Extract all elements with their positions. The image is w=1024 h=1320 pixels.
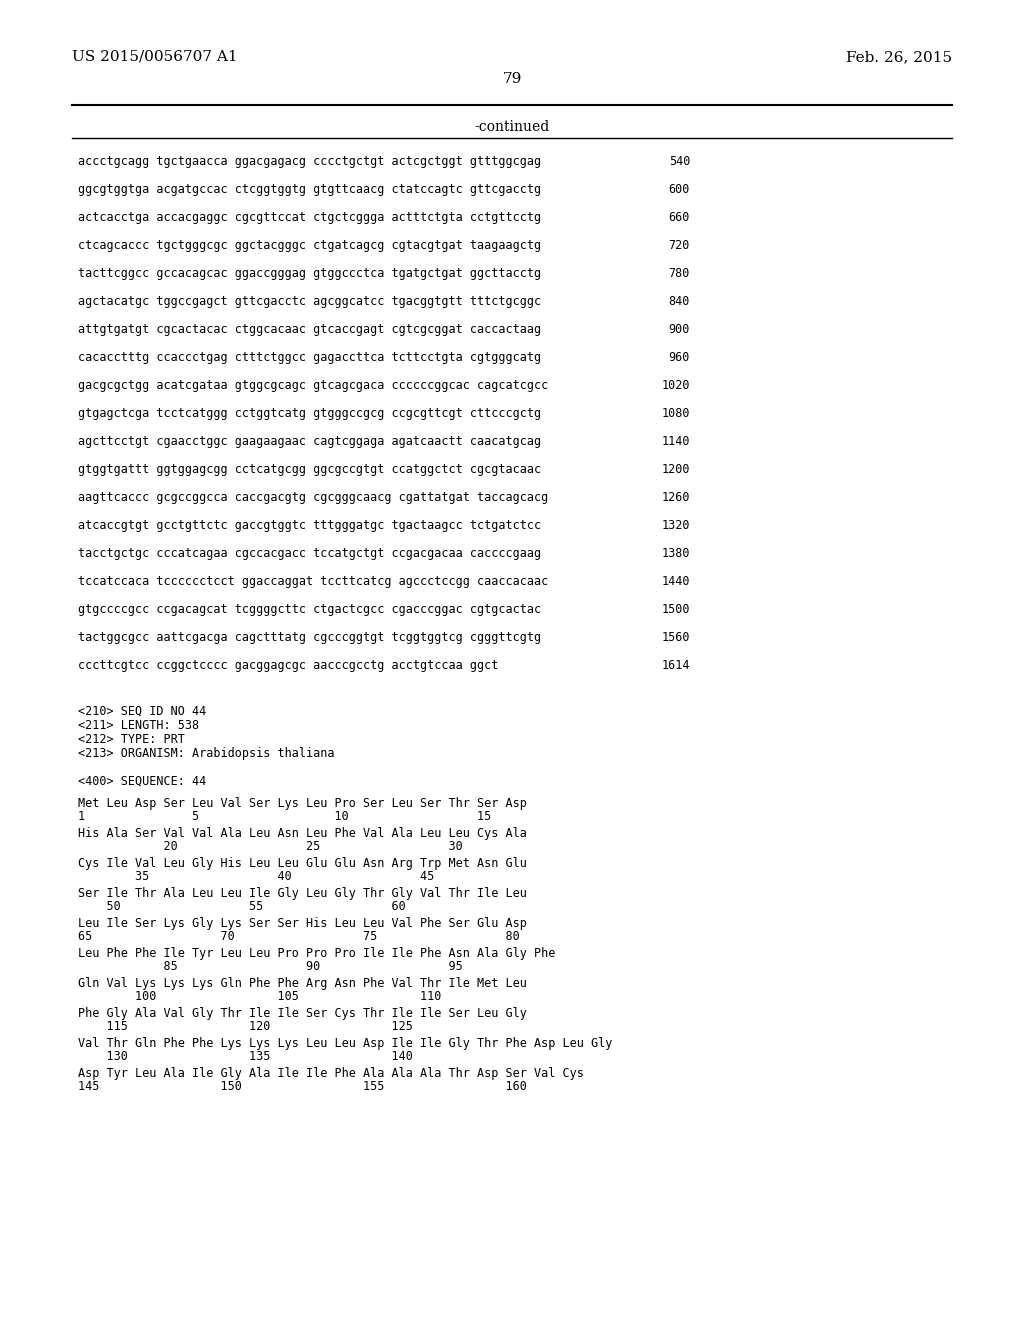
Text: 1080: 1080	[662, 407, 690, 420]
Text: Ser Ile Thr Ala Leu Leu Ile Gly Leu Gly Thr Gly Val Thr Ile Leu: Ser Ile Thr Ala Leu Leu Ile Gly Leu Gly …	[78, 887, 527, 900]
Text: accctgcagg tgctgaacca ggacgagacg cccctgctgt actcgctggt gtttggcgag: accctgcagg tgctgaacca ggacgagacg cccctgc…	[78, 154, 541, 168]
Text: 79: 79	[503, 73, 521, 86]
Text: ggcgtggtga acgatgccac ctcggtggtg gtgttcaacg ctatccagtc gttcgacctg: ggcgtggtga acgatgccac ctcggtggtg gtgttca…	[78, 183, 541, 195]
Text: agcttcctgt cgaacctggc gaagaagaac cagtcggaga agatcaactt caacatgcag: agcttcctgt cgaacctggc gaagaagaac cagtcgg…	[78, 436, 541, 447]
Text: 960: 960	[669, 351, 690, 364]
Text: 65                  70                  75                  80: 65 70 75 80	[78, 931, 520, 942]
Text: <211> LENGTH: 538: <211> LENGTH: 538	[78, 719, 199, 733]
Text: 1440: 1440	[662, 576, 690, 587]
Text: 115                 120                 125: 115 120 125	[78, 1020, 413, 1034]
Text: tactggcgcc aattcgacga cagctttatg cgcccggtgt tcggtggtcg cgggttcgtg: tactggcgcc aattcgacga cagctttatg cgcccgg…	[78, 631, 541, 644]
Text: Met Leu Asp Ser Leu Val Ser Lys Leu Pro Ser Leu Ser Thr Ser Asp: Met Leu Asp Ser Leu Val Ser Lys Leu Pro …	[78, 797, 527, 810]
Text: <400> SEQUENCE: 44: <400> SEQUENCE: 44	[78, 775, 206, 788]
Text: 1140: 1140	[662, 436, 690, 447]
Text: 1020: 1020	[662, 379, 690, 392]
Text: ctcagcaccc tgctgggcgc ggctacgggc ctgatcagcg cgtacgtgat taagaagctg: ctcagcaccc tgctgggcgc ggctacgggc ctgatca…	[78, 239, 541, 252]
Text: 35                  40                  45: 35 40 45	[78, 870, 434, 883]
Text: 1               5                   10                  15: 1 5 10 15	[78, 810, 492, 822]
Text: <212> TYPE: PRT: <212> TYPE: PRT	[78, 733, 185, 746]
Text: Phe Gly Ala Val Gly Thr Ile Ile Ser Cys Thr Ile Ile Ser Leu Gly: Phe Gly Ala Val Gly Thr Ile Ile Ser Cys …	[78, 1007, 527, 1020]
Text: 720: 720	[669, 239, 690, 252]
Text: actcacctga accacgaggc cgcgttccat ctgctcggga actttctgta cctgttcctg: actcacctga accacgaggc cgcgttccat ctgctcg…	[78, 211, 541, 224]
Text: 1200: 1200	[662, 463, 690, 477]
Text: Asp Tyr Leu Ala Ile Gly Ala Ile Ile Phe Ala Ala Ala Thr Asp Ser Val Cys: Asp Tyr Leu Ala Ile Gly Ala Ile Ile Phe …	[78, 1067, 584, 1080]
Text: 1560: 1560	[662, 631, 690, 644]
Text: Feb. 26, 2015: Feb. 26, 2015	[846, 50, 952, 63]
Text: aagttcaccc gcgccggcca caccgacgtg cgcgggcaacg cgattatgat taccagcacg: aagttcaccc gcgccggcca caccgacgtg cgcgggc…	[78, 491, 548, 504]
Text: Val Thr Gln Phe Phe Lys Lys Lys Leu Leu Asp Ile Ile Gly Thr Phe Asp Leu Gly: Val Thr Gln Phe Phe Lys Lys Lys Leu Leu …	[78, 1038, 612, 1049]
Text: 20                  25                  30: 20 25 30	[78, 840, 463, 853]
Text: attgtgatgt cgcactacac ctggcacaac gtcaccgagt cgtcgcggat caccactaag: attgtgatgt cgcactacac ctggcacaac gtcaccg…	[78, 323, 541, 337]
Text: tccatccaca tcccccctcct ggaccaggat tccttcatcg agccctccgg caaccacaac: tccatccaca tcccccctcct ggaccaggat tccttc…	[78, 576, 548, 587]
Text: <210> SEQ ID NO 44: <210> SEQ ID NO 44	[78, 705, 206, 718]
Text: 130                 135                 140: 130 135 140	[78, 1049, 413, 1063]
Text: atcaccgtgt gcctgttctc gaccgtggtc tttgggatgc tgactaagcc tctgatctcc: atcaccgtgt gcctgttctc gaccgtggtc tttggga…	[78, 519, 541, 532]
Text: Gln Val Lys Lys Lys Gln Phe Phe Arg Asn Phe Val Thr Ile Met Leu: Gln Val Lys Lys Lys Gln Phe Phe Arg Asn …	[78, 977, 527, 990]
Text: -continued: -continued	[474, 120, 550, 135]
Text: 600: 600	[669, 183, 690, 195]
Text: cccttcgtcc ccggctcccc gacggagcgc aacccgcctg acctgtccaa ggct: cccttcgtcc ccggctcccc gacggagcgc aacccgc…	[78, 659, 499, 672]
Text: Leu Ile Ser Lys Gly Lys Ser Ser His Leu Leu Val Phe Ser Glu Asp: Leu Ile Ser Lys Gly Lys Ser Ser His Leu …	[78, 917, 527, 931]
Text: 100                 105                 110: 100 105 110	[78, 990, 441, 1003]
Text: Cys Ile Val Leu Gly His Leu Leu Glu Glu Asn Arg Trp Met Asn Glu: Cys Ile Val Leu Gly His Leu Leu Glu Glu …	[78, 857, 527, 870]
Text: 660: 660	[669, 211, 690, 224]
Text: US 2015/0056707 A1: US 2015/0056707 A1	[72, 50, 238, 63]
Text: tacttcggcc gccacagcac ggaccgggag gtggccctca tgatgctgat ggcttacctg: tacttcggcc gccacagcac ggaccgggag gtggccc…	[78, 267, 541, 280]
Text: gtggtgattt ggtggagcgg cctcatgcgg ggcgccgtgt ccatggctct cgcgtacaac: gtggtgattt ggtggagcgg cctcatgcgg ggcgccg…	[78, 463, 541, 477]
Text: gacgcgctgg acatcgataa gtggcgcagc gtcagcgaca ccccccggcac cagcatcgcc: gacgcgctgg acatcgataa gtggcgcagc gtcagcg…	[78, 379, 548, 392]
Text: 1380: 1380	[662, 546, 690, 560]
Text: tacctgctgc cccatcagaa cgccacgacc tccatgctgt ccgacgacaa caccccgaag: tacctgctgc cccatcagaa cgccacgacc tccatgc…	[78, 546, 541, 560]
Text: 840: 840	[669, 294, 690, 308]
Text: 900: 900	[669, 323, 690, 337]
Text: <213> ORGANISM: Arabidopsis thaliana: <213> ORGANISM: Arabidopsis thaliana	[78, 747, 335, 760]
Text: gtgccccgcc ccgacagcat tcggggcttc ctgactcgcc cgacccggac cgtgcactac: gtgccccgcc ccgacagcat tcggggcttc ctgactc…	[78, 603, 541, 616]
Text: 145                 150                 155                 160: 145 150 155 160	[78, 1080, 527, 1093]
Text: 1614: 1614	[662, 659, 690, 672]
Text: cacacctttg ccaccctgag ctttctggcc gagaccttca tcttcctgta cgtgggcatg: cacacctttg ccaccctgag ctttctggcc gagacct…	[78, 351, 541, 364]
Text: 540: 540	[669, 154, 690, 168]
Text: 780: 780	[669, 267, 690, 280]
Text: 1320: 1320	[662, 519, 690, 532]
Text: Leu Phe Phe Ile Tyr Leu Leu Pro Pro Pro Ile Ile Phe Asn Ala Gly Phe: Leu Phe Phe Ile Tyr Leu Leu Pro Pro Pro …	[78, 946, 555, 960]
Text: 1260: 1260	[662, 491, 690, 504]
Text: agctacatgc tggccgagct gttcgacctc agcggcatcc tgacggtgtt tttctgcggc: agctacatgc tggccgagct gttcgacctc agcggca…	[78, 294, 541, 308]
Text: gtgagctcga tcctcatggg cctggtcatg gtgggccgcg ccgcgttcgt cttcccgctg: gtgagctcga tcctcatggg cctggtcatg gtgggcc…	[78, 407, 541, 420]
Text: His Ala Ser Val Val Ala Leu Asn Leu Phe Val Ala Leu Leu Cys Ala: His Ala Ser Val Val Ala Leu Asn Leu Phe …	[78, 828, 527, 840]
Text: 1500: 1500	[662, 603, 690, 616]
Text: 50                  55                  60: 50 55 60	[78, 900, 406, 913]
Text: 85                  90                  95: 85 90 95	[78, 960, 463, 973]
